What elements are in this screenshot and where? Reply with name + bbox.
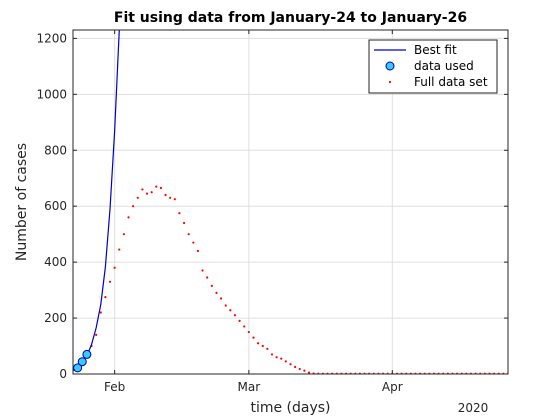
full-data-point	[196, 249, 200, 253]
data-used-point	[82, 349, 92, 359]
full-data-point	[187, 233, 190, 236]
full-data-point	[136, 196, 139, 199]
y-tick-label: 1200	[36, 31, 67, 45]
y-tick-label: 800	[44, 143, 67, 157]
legend-full-data-label: Full data set	[414, 75, 488, 89]
legend: Best fit data used Full data set	[368, 39, 498, 94]
full-data-point	[150, 191, 153, 194]
full-data-point	[284, 360, 287, 363]
full-data-point	[210, 284, 213, 288]
full-data-point	[243, 325, 246, 328]
full-data-point	[145, 192, 149, 195]
x-tick-label: Mar	[238, 380, 261, 394]
full-data-point	[108, 280, 112, 283]
y-tick-label: 1000	[36, 87, 67, 101]
full-data-point	[192, 241, 195, 244]
legend-data-used-swatch	[385, 61, 395, 71]
legend-data-used-label: data used	[414, 59, 474, 73]
full-data-point	[215, 291, 218, 294]
full-data-point	[280, 357, 283, 360]
full-data-point	[164, 193, 167, 197]
y-axis-label: Number of cases	[14, 143, 30, 261]
full-data-point	[132, 205, 135, 208]
full-data-point	[224, 304, 227, 307]
y-tick-label: 200	[44, 311, 67, 325]
axes-box	[72, 29, 509, 375]
y-tick-label: 0	[59, 367, 67, 381]
full-data-point	[201, 269, 204, 272]
x-tick-label: Feb	[104, 380, 125, 394]
full-data-point	[298, 367, 301, 371]
full-data-point	[219, 297, 223, 300]
full-data-point	[266, 347, 269, 350]
full-data-point	[294, 365, 297, 369]
legend-best-fit-label: Best fit	[414, 43, 457, 57]
full-data-point	[141, 188, 144, 191]
full-data-point	[159, 186, 163, 190]
full-data-point	[182, 221, 186, 225]
grid	[73, 30, 508, 375]
full-data-point	[275, 356, 278, 359]
full-data-point	[155, 185, 158, 188]
full-data-point	[252, 336, 255, 339]
full-data-point	[289, 363, 292, 366]
data-used-point	[77, 357, 87, 367]
full-data-point	[206, 276, 209, 279]
full-data-point	[270, 353, 274, 356]
y-tick-label: 400	[44, 255, 67, 269]
year-label: 2020	[458, 401, 489, 415]
chart-title: Fit using data from January-24 to Januar…	[114, 10, 467, 26]
full-data-point	[178, 212, 181, 215]
full-data-point	[95, 333, 98, 336]
full-data-point	[169, 196, 172, 199]
y-tick-label: 600	[44, 199, 67, 213]
full-data-point	[238, 319, 241, 322]
data-used-point	[73, 363, 83, 373]
full-data-point	[229, 309, 232, 312]
full-data-point	[127, 216, 130, 219]
full-data-point	[173, 198, 176, 201]
full-data-point	[261, 344, 264, 348]
full-data-point	[118, 248, 121, 251]
full-data-point	[257, 342, 260, 345]
legend-full-data-swatch	[388, 80, 392, 84]
full-data-point	[99, 311, 102, 314]
full-data-point	[303, 369, 306, 372]
full-data-point	[104, 295, 107, 299]
ticks: 0 200 400 600 800 1000 1200 Feb Mar Apr	[36, 30, 508, 394]
x-axis-label: time (days)	[250, 400, 330, 416]
full-data-point	[247, 330, 250, 334]
full-data-point	[233, 314, 237, 317]
full-data-point	[122, 233, 126, 236]
full-data-point	[307, 371, 311, 374]
full-data-point	[113, 266, 116, 269]
x-tick-label: Apr	[382, 380, 403, 394]
